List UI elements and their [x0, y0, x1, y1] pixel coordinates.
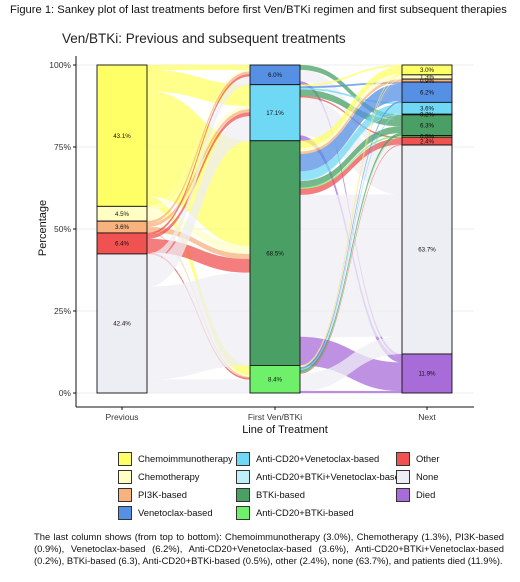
node-value-label: 63.7%: [418, 247, 436, 254]
y-axis-label: Percentage: [37, 200, 49, 256]
flow-chemoimmunotherapy-to-venetoclax-based: [146, 64, 251, 71]
node-value-label: 3.6%: [420, 105, 435, 112]
node-value-label: 6.3%: [420, 122, 435, 129]
sankey-chart: Ven/BTKi: Previous and subsequent treatm…: [37, 31, 474, 436]
node-previous-chemoimmunotherapy: [96, 64, 148, 207]
node-value-label: 6.0%: [268, 72, 283, 79]
flow-none-to-btki-based: [146, 272, 251, 380]
node-first-ven-btki-anti-cd20-btki-based: [249, 364, 301, 394]
legend-swatch: [118, 470, 132, 484]
node-value-label: 17.1%: [266, 110, 284, 117]
x-axis-label: Line of Treatment: [242, 424, 328, 436]
legend-label: BTKi-based: [256, 489, 305, 500]
legend-swatch: [236, 452, 250, 466]
legend-label: Anti-CD20+Venetoclax-based: [256, 453, 380, 464]
node-value-label: 2.4%: [420, 138, 435, 145]
legend-swatch: [236, 488, 250, 502]
legend-label: Chemotherapy: [138, 471, 200, 482]
legend-swatch: [118, 452, 132, 466]
chart-title: Ven/BTKi: Previous and subsequent treatm…: [62, 31, 346, 46]
node-value-label: 4.5%: [115, 211, 130, 218]
y-tick-label: 50%: [54, 224, 71, 234]
y-tick-label: 25%: [54, 306, 71, 316]
legend-label: None: [416, 471, 439, 482]
legend-label: Anti-CD20+BTKi+Venetoclax-based: [256, 471, 406, 482]
node-value-label: 11.9%: [418, 371, 436, 378]
legend-swatch: [236, 470, 250, 484]
legend-swatch: [236, 506, 250, 520]
legend: Chemoimmunotherapy Chemotherapy PI3K-based…: [118, 452, 448, 522]
legend-swatch: [118, 488, 132, 502]
node-first-ven-btki-anti-cd20-venetoclax-based: [249, 84, 301, 142]
node-previous-none: [96, 253, 148, 394]
node-value-label: 0.5%: [420, 134, 435, 141]
legend-label: Venetoclax-based: [138, 507, 213, 518]
x-tick-label: Previous: [105, 412, 138, 422]
node-value-label: 0.9%: [420, 78, 435, 85]
y-tick-label: 0%: [59, 388, 72, 398]
node-value-label: 43.1%: [113, 133, 131, 140]
node-next-died: [401, 353, 453, 394]
node-value-label: 6.4%: [115, 241, 130, 248]
legend-swatch: [118, 506, 132, 520]
legend-swatch: [396, 452, 410, 466]
node-value-label: 6.2%: [420, 89, 435, 96]
flow-anti-cd20-btki-based-to-died: [299, 390, 403, 394]
node-first-ven-btki-btki-based: [249, 140, 301, 366]
y-tick-label: 75%: [54, 142, 71, 152]
node-value-label: 42.4%: [113, 321, 131, 328]
node-value-label: 3.6%: [115, 224, 130, 231]
figure-caption: Figure 1: Sankey plot of last treatments…: [10, 4, 507, 16]
legend-label: Died: [416, 489, 436, 500]
flow-btki-based-to-none: [299, 194, 403, 338]
legend-swatch: [396, 470, 410, 484]
legend-label: Chemoimmunotherapy: [138, 453, 233, 464]
node-next-none: [401, 144, 453, 355]
legend-label: Other: [416, 453, 440, 464]
node-value-label: 68.5%: [266, 250, 284, 257]
node-value-label: 0.2%: [420, 112, 435, 119]
legend-label: Anti-CD20+BTKi-based: [256, 507, 354, 518]
node-value-label: 3.0%: [420, 67, 435, 74]
footnote: The last column shows (from top to botto…: [34, 531, 504, 566]
y-tick-label: 100%: [49, 60, 71, 70]
node-value-label: 1.3%: [420, 74, 435, 81]
legend-label: PI3K-based: [138, 489, 187, 500]
x-tick-label: Next: [418, 412, 436, 422]
x-tick-label: First Ven/BTKi: [248, 412, 302, 422]
node-value-label: 8.4%: [268, 376, 283, 383]
flow-none-to-anti-cd20-btki-based: [146, 379, 251, 394]
legend-swatch: [396, 488, 410, 502]
